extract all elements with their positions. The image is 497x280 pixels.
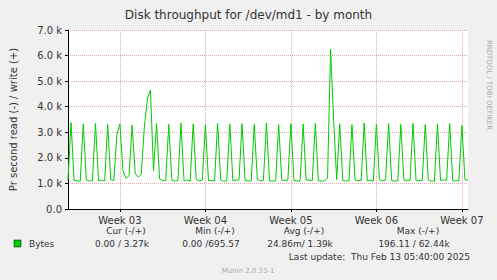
svg-text:Week 05: Week 05 bbox=[269, 215, 312, 226]
svg-text:196.11 / 62.44k: 196.11 / 62.44k bbox=[378, 239, 450, 249]
svg-text:0.00 /695.57: 0.00 /695.57 bbox=[182, 239, 239, 249]
svg-text:2.0 k: 2.0 k bbox=[37, 152, 62, 163]
svg-text:Last update: Thu Feb 13 05:40: Last update: Thu Feb 13 05:40:00 2025 bbox=[289, 252, 470, 262]
svg-text:Munin 2.0.33-1: Munin 2.0.33-1 bbox=[222, 267, 275, 275]
svg-text:Max (-/+): Max (-/+) bbox=[397, 226, 439, 236]
svg-text:5.0 k: 5.0 k bbox=[37, 76, 62, 87]
svg-text:24.86m/ 1.39k: 24.86m/ 1.39k bbox=[267, 239, 333, 249]
svg-text:1.0 k: 1.0 k bbox=[37, 178, 62, 189]
svg-text:Week 06: Week 06 bbox=[355, 215, 398, 226]
svg-text:6.0 k: 6.0 k bbox=[37, 50, 62, 61]
svg-text:0.0: 0.0 bbox=[46, 204, 62, 215]
svg-text:7.0 k: 7.0 k bbox=[37, 25, 62, 36]
svg-text:Week 03: Week 03 bbox=[98, 215, 141, 226]
svg-text:Cur (-/+): Cur (-/+) bbox=[106, 226, 145, 236]
svg-text:Pr second read (-) / write (+): Pr second read (-) / write (+) bbox=[8, 48, 19, 191]
svg-text:0.00 / 3.27k: 0.00 / 3.27k bbox=[95, 239, 150, 249]
svg-text:Disk throughput for /dev/md1 -: Disk throughput for /dev/md1 - by month bbox=[125, 8, 372, 22]
svg-text:3.0 k: 3.0 k bbox=[37, 127, 62, 138]
svg-text:4.0 k: 4.0 k bbox=[37, 101, 62, 112]
svg-text:Bytes: Bytes bbox=[29, 239, 55, 249]
svg-text:RRDTOOL / TOBI OETIKER: RRDTOOL / TOBI OETIKER bbox=[485, 40, 493, 130]
svg-text:Week 04: Week 04 bbox=[184, 215, 227, 226]
svg-text:Avg (-/+): Avg (-/+) bbox=[284, 226, 324, 236]
svg-text:Min (-/+): Min (-/+) bbox=[195, 226, 235, 236]
svg-text:Week 07: Week 07 bbox=[440, 215, 483, 226]
